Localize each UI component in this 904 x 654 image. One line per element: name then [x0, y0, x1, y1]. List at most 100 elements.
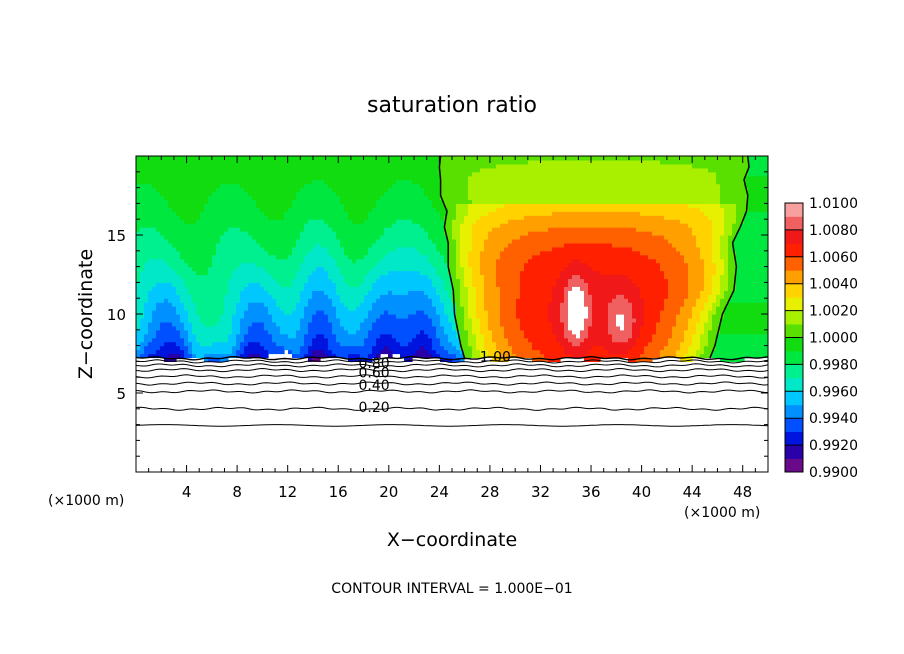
field-cell [404, 274, 409, 280]
field-cell [160, 179, 165, 185]
field-cell [496, 211, 501, 216]
field-cell [320, 242, 325, 248]
field-cell [260, 314, 265, 319]
field-cell [352, 187, 357, 193]
field-cell [348, 254, 353, 260]
field-cell [496, 302, 501, 307]
field-cell [456, 262, 461, 268]
field-cell [352, 321, 357, 327]
field-cell [280, 345, 285, 351]
field-cell [332, 310, 337, 315]
field-cell [388, 314, 393, 319]
field-cell [516, 199, 521, 204]
field-cell [164, 231, 169, 236]
field-cell [288, 231, 293, 236]
field-cell [276, 203, 281, 208]
field-cell [428, 353, 433, 359]
field-cell [396, 282, 401, 287]
field-cell [496, 235, 501, 240]
field-cell [484, 310, 489, 315]
field-cell [340, 183, 345, 189]
field-cell [204, 337, 209, 343]
field-cell [436, 242, 441, 248]
field-cell [200, 219, 205, 224]
field-cell [404, 171, 409, 177]
field-cell [356, 286, 361, 291]
field-cell [380, 207, 385, 212]
field-cell [332, 321, 337, 327]
field-cell [256, 294, 261, 299]
field-cell [140, 302, 145, 307]
field-cell [516, 258, 521, 264]
field-cell [220, 266, 225, 272]
field-cell [192, 179, 197, 185]
field-cell [184, 187, 189, 193]
field-cell [268, 242, 273, 248]
field-cell [480, 314, 485, 319]
field-cell [200, 187, 205, 193]
field-cell [404, 159, 409, 165]
field-cell [436, 270, 441, 276]
field-cell [240, 325, 245, 331]
field-cell [432, 223, 437, 228]
field-cell [156, 171, 161, 177]
field-cell [340, 258, 345, 264]
field-cell [280, 294, 285, 299]
field-cell [496, 258, 501, 264]
field-cell [464, 231, 469, 236]
field-cell [456, 195, 461, 201]
field-cell [236, 278, 241, 283]
field-cell [416, 227, 421, 232]
field-cell [364, 270, 369, 276]
field-cell [268, 258, 273, 264]
field-cell [508, 231, 513, 236]
field-cell [360, 223, 365, 228]
field-cell [392, 333, 397, 339]
field-cell [388, 310, 393, 315]
field-cell [352, 298, 357, 303]
field-cell [292, 215, 297, 220]
field-cell [344, 191, 349, 197]
field-cell [192, 298, 197, 303]
field-cell [280, 302, 285, 307]
field-cell [364, 238, 369, 244]
field-cell [292, 337, 297, 343]
field-cell [252, 317, 257, 323]
field-cell [388, 353, 393, 359]
field-cell [320, 156, 325, 161]
field-cell [388, 317, 393, 323]
field-cell [312, 317, 317, 323]
field-cell [168, 156, 173, 161]
field-cell [384, 266, 389, 272]
field-cell [440, 246, 445, 252]
field-cell [448, 266, 453, 272]
field-cell [316, 238, 321, 244]
field-cell [176, 223, 181, 228]
field-cell [220, 345, 225, 351]
field-cell [272, 215, 277, 220]
field-cell [472, 262, 477, 268]
field-cell [508, 227, 513, 232]
field-cell [200, 242, 205, 248]
field-cell [216, 278, 221, 283]
field-cell [164, 163, 169, 169]
field-cell [508, 294, 513, 299]
field-cell [472, 270, 477, 276]
field-cell [148, 349, 153, 355]
field-cell [224, 294, 229, 299]
field-cell [332, 223, 337, 228]
field-cell [296, 227, 301, 232]
field-cell [432, 317, 437, 323]
field-cell [476, 219, 481, 224]
field-cell [184, 314, 189, 319]
field-cell [520, 156, 525, 161]
field-cell [340, 163, 345, 169]
field-cell [140, 171, 145, 177]
field-cell [396, 270, 401, 276]
field-cell [412, 321, 417, 327]
field-cell [484, 250, 489, 256]
field-cell [252, 266, 257, 272]
field-cell [176, 238, 181, 244]
field-cell [336, 223, 341, 228]
field-cell [424, 235, 429, 240]
